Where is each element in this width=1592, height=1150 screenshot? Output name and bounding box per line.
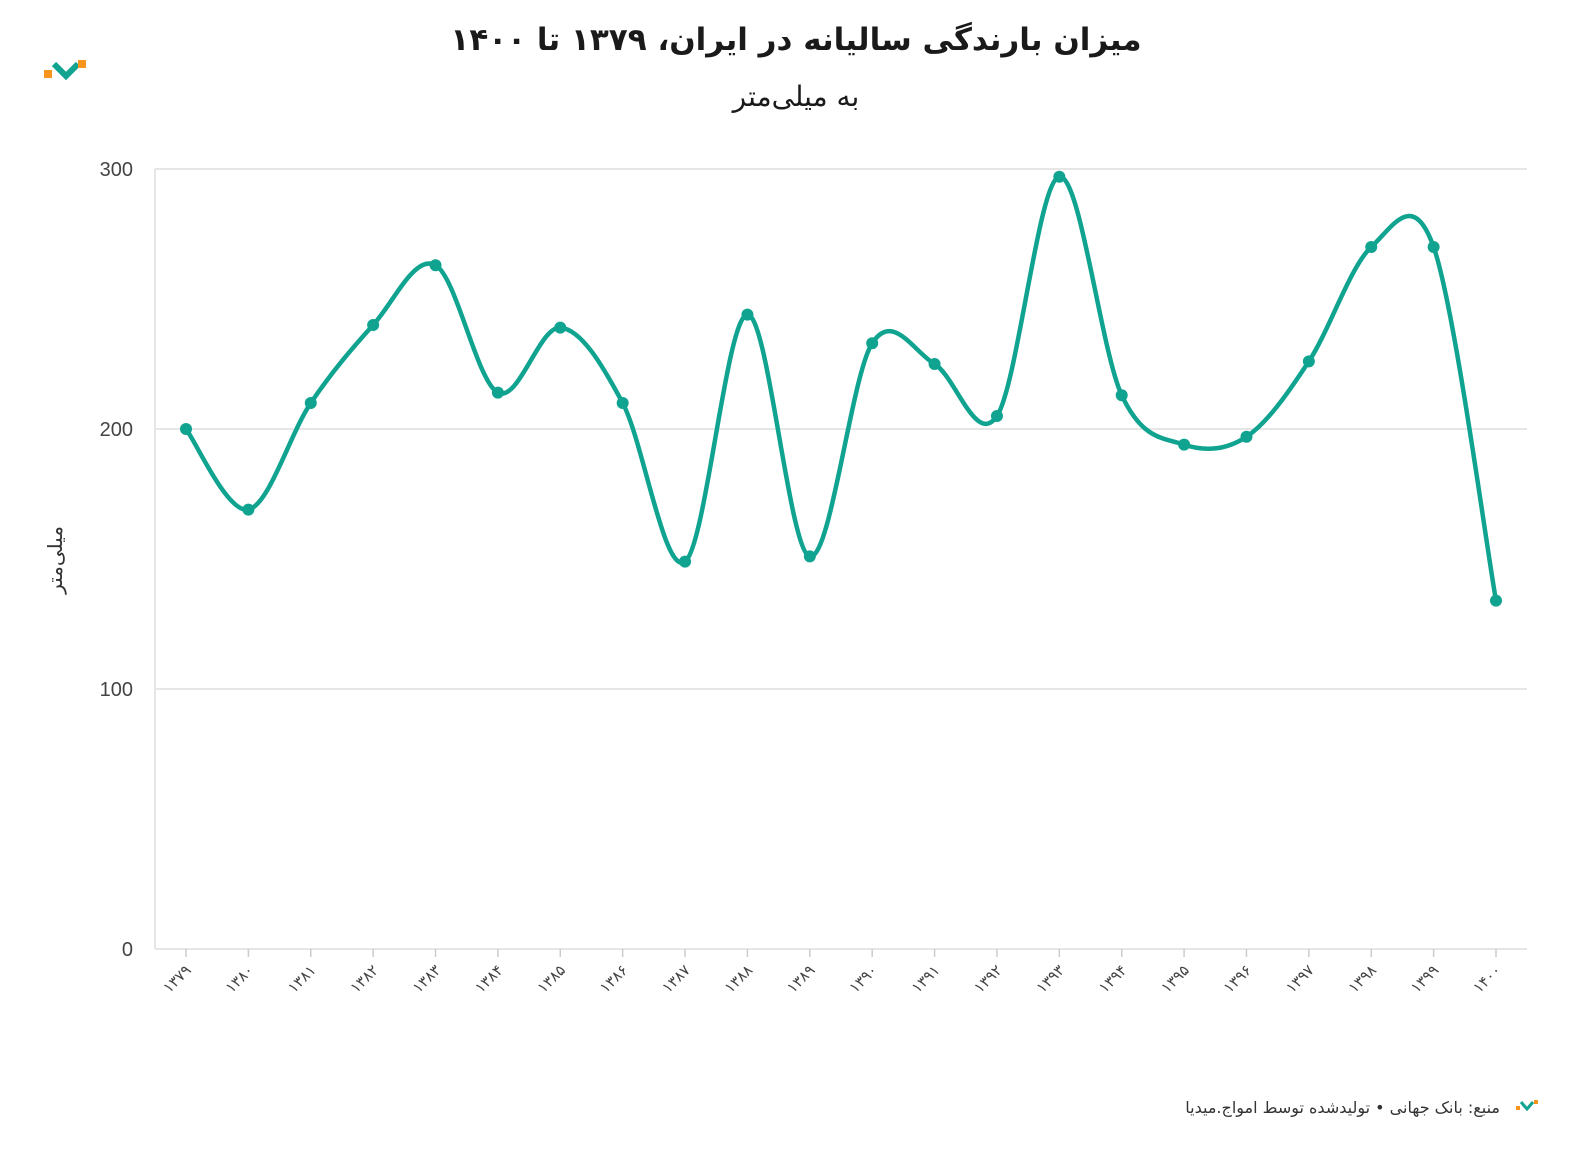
- x-tick-label: ۱۳۹۱: [908, 961, 944, 997]
- y-axis-ticks: 0 100 200 300: [100, 159, 133, 961]
- data-point[interactable]: [491, 386, 504, 399]
- x-axis-ticks: ۱۳۷۹ ۱۳۸۰ ۱۳۸۱ ۱۳۸۲ ۱۳۸۳ ۱۳۸۴ ۱۳۸۵ ۱۳۸۶ ۱۳۸۷ ۱۳۸۸…: [159, 949, 1505, 997]
- x-tick-label: ۱۳۹۵: [1157, 961, 1193, 997]
- data-point[interactable]: [1427, 241, 1440, 253]
- data-point[interactable]: [803, 550, 816, 563]
- x-tick-label: ۱۳۸۶: [596, 961, 632, 997]
- y-axis-label: میلی‌متر: [43, 526, 67, 595]
- data-point[interactable]: [1053, 170, 1066, 183]
- data-point[interactable]: [741, 308, 754, 321]
- x-tick-label: ۱۳۹۷: [1282, 961, 1318, 997]
- data-point[interactable]: [866, 337, 879, 350]
- data-point[interactable]: [1302, 355, 1315, 368]
- data-point[interactable]: [304, 397, 317, 409]
- data-point[interactable]: [616, 397, 629, 409]
- y-tick-label: 200: [100, 419, 133, 441]
- data-point[interactable]: [679, 555, 692, 568]
- data-point[interactable]: [1178, 438, 1191, 451]
- x-tick-label: ۱۳۸۹: [783, 961, 819, 997]
- brand-logo-icon: [44, 60, 86, 80]
- y-tick-label: 300: [100, 159, 133, 181]
- x-tick-label: ۱۳۹۶: [1220, 961, 1256, 997]
- series-line: [183, 174, 1499, 603]
- data-point[interactable]: [990, 410, 1003, 422]
- x-tick-label: ۱۳۸۳: [409, 961, 445, 997]
- x-tick-label: ۱۳۸۸: [721, 961, 757, 997]
- x-tick-label: ۱۳۸۱: [284, 961, 320, 997]
- data-point[interactable]: [180, 423, 192, 435]
- series-line-layer: [183, 174, 1499, 603]
- chart-title: میزان بارندگی سالیانه در ایران، ۱۳۷۹ تا …: [450, 22, 1142, 58]
- data-point[interactable]: [367, 319, 380, 331]
- x-tick-label: ۱۳۸۵: [534, 961, 570, 997]
- data-point[interactable]: [1490, 594, 1502, 607]
- x-tick-label: ۱۳۸۲: [346, 961, 382, 997]
- x-tick-label: ۱۴۰۰: [1469, 961, 1505, 997]
- x-tick-label: ۱۳۸۷: [658, 961, 694, 997]
- x-tick-label: ۱۳۸۴: [471, 961, 507, 997]
- data-point[interactable]: [554, 321, 567, 334]
- x-tick-label: ۱۳۷۹: [159, 961, 195, 997]
- x-tick-label: ۱۳۹۹: [1407, 961, 1443, 997]
- data-point[interactable]: [1115, 389, 1128, 402]
- x-tick-label: ۱۳۸۰: [222, 961, 258, 997]
- x-tick-label: ۱۳۹۳: [1033, 961, 1069, 997]
- y-tick-label: 0: [122, 939, 133, 961]
- grid-lines: [154, 168, 1527, 950]
- data-point[interactable]: [429, 259, 442, 272]
- x-tick-label: ۱۳۹۰: [845, 961, 881, 997]
- data-point[interactable]: [1365, 241, 1378, 253]
- series-points-layer: [180, 170, 1502, 607]
- footer-logo-icon: [1516, 1100, 1538, 1112]
- chart-subtitle: به میلی‌متر: [732, 80, 860, 113]
- source-footer: منبع: بانک جهانی • تولیدشده توسط امواج.م…: [1185, 1098, 1500, 1117]
- data-point[interactable]: [1240, 430, 1253, 443]
- data-point[interactable]: [928, 358, 941, 370]
- x-tick-label: ۱۳۹۲: [970, 961, 1006, 997]
- data-point[interactable]: [242, 503, 255, 516]
- x-tick-label: ۱۳۹۴: [1095, 961, 1131, 997]
- y-tick-label: 100: [100, 679, 133, 701]
- x-tick-label: ۱۳۹۸: [1345, 961, 1381, 997]
